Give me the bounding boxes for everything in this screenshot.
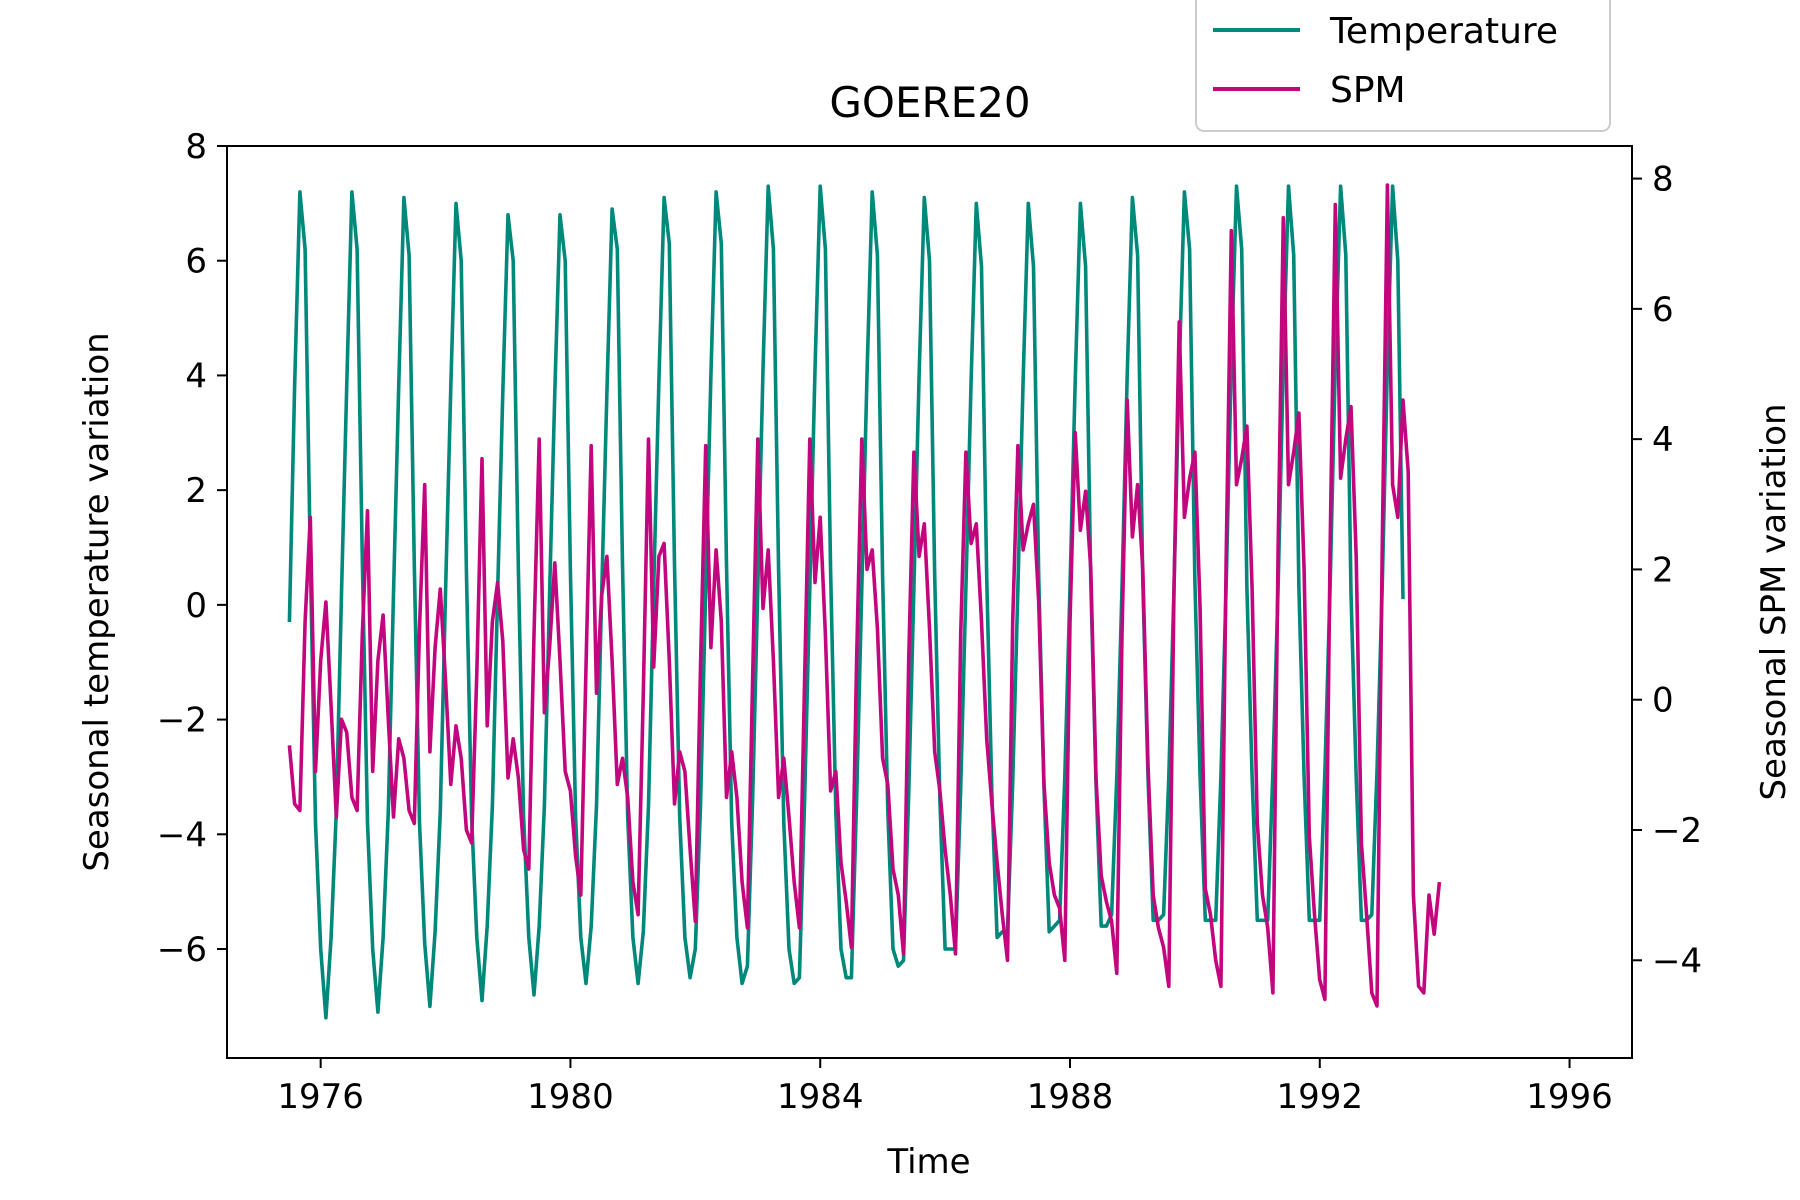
legend-label-temperature: Temperature	[1329, 11, 1558, 52]
x-axis-label: Time	[886, 1142, 970, 1182]
y-right-tick-label: 0	[1652, 681, 1674, 721]
x-tick-label: 1992	[1277, 1077, 1364, 1117]
ticks-layer: 1976 1980 1984 1988 1992 1996 −6 −4 −2 0 2 4 6 8 −4 −2 0…	[157, 127, 1702, 1117]
y-left-tick-label: 4	[185, 356, 207, 396]
y-right-tick-label: −4	[1652, 941, 1702, 981]
x-tick-label: 1976	[277, 1077, 364, 1117]
y-right-tick-label: −2	[1652, 811, 1702, 851]
y-left-tick-label: −4	[157, 815, 207, 855]
y-left-tick-label: 6	[185, 242, 207, 282]
y-right-tick-label: 8	[1652, 160, 1674, 200]
y-left-tick-label: −2	[157, 701, 207, 741]
y-axis-left-label: Seasonal temperature variation	[77, 332, 117, 871]
chart-title: GOERE20	[829, 78, 1030, 127]
series-layer	[287, 183, 1442, 1020]
plot-frame	[226, 145, 1633, 1059]
y-left-tick-label: −6	[157, 930, 207, 970]
legend-frame	[1195, 0, 1611, 132]
series-line-spm	[287, 183, 1442, 1008]
legend-label-spm: SPM	[1330, 70, 1406, 111]
y-left-tick-label: 8	[185, 127, 207, 167]
x-tick-label: 1988	[1027, 1077, 1114, 1117]
series-line-temperature	[287, 184, 1405, 1020]
x-tick-label: 1984	[777, 1077, 864, 1117]
y-left-tick-label: 0	[185, 586, 207, 626]
y-left-tick-label: 2	[185, 471, 207, 511]
x-tick-label: 1980	[527, 1077, 614, 1117]
y-right-tick-label: 2	[1652, 550, 1674, 590]
legend: Temperature SPM	[1195, 0, 1611, 132]
x-tick-label: 1996	[1526, 1077, 1613, 1117]
y-axis-right-label: Seasonal SPM variation	[1754, 403, 1794, 800]
y-right-tick-label: 4	[1652, 420, 1674, 460]
y-right-tick-label: 6	[1652, 290, 1674, 330]
